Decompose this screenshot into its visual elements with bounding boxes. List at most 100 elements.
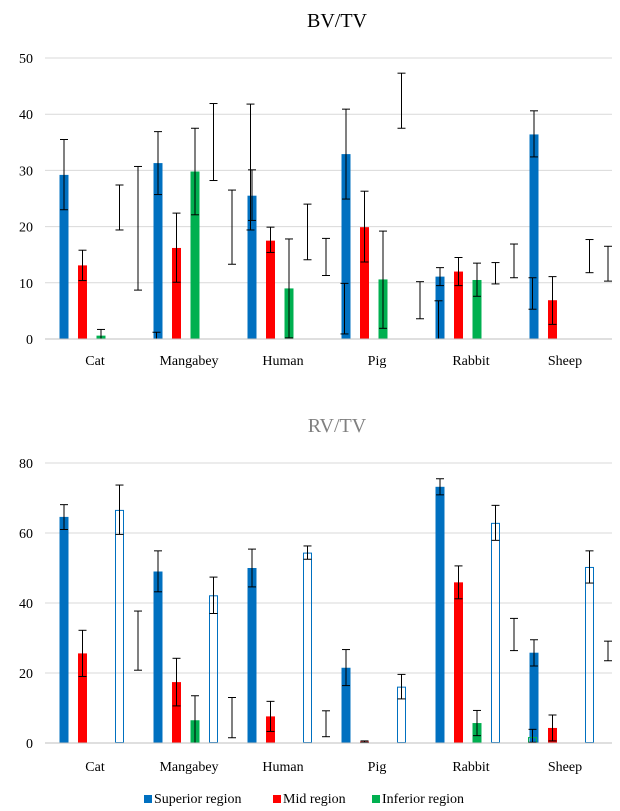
bar-cat-mid	[78, 265, 87, 339]
bar-cat-superior	[59, 174, 69, 339]
x-tick-label-pig: Pig	[368, 354, 387, 369]
y-tick-label: 20	[19, 221, 33, 236]
x-tick-label-mangabey: Mangabey	[159, 760, 218, 775]
bar-human-mid	[266, 240, 275, 339]
bar-cat-mid	[78, 653, 87, 743]
y-tick-label: 40	[19, 597, 33, 612]
error-bar	[134, 165, 142, 291]
x-tick-label-human: Human	[262, 760, 303, 775]
error-bar	[530, 639, 538, 667]
outline-bar-mangabey-superior	[209, 595, 218, 743]
error-bar	[436, 478, 444, 496]
bar-mangabey-superior	[153, 163, 163, 339]
x-tick-label-human: Human	[262, 354, 303, 369]
error-bar	[436, 267, 444, 287]
error-bar	[548, 714, 557, 742]
x-tick-label-cat: Cat	[85, 760, 105, 775]
y-tick-label: 60	[19, 527, 33, 542]
error-bar	[340, 282, 349, 335]
error-bar	[528, 277, 537, 310]
error-bar	[473, 709, 481, 737]
error-bar	[491, 262, 500, 285]
y-tick-label: 20	[19, 667, 33, 682]
error-bar	[397, 673, 406, 700]
legend-swatch-inferior	[372, 795, 380, 803]
error-bar	[528, 728, 537, 743]
y-tick-label: 10	[19, 277, 33, 292]
x-tick-label-rabbit: Rabbit	[452, 354, 489, 369]
y-tick-label: 0	[26, 333, 33, 348]
error-bar	[209, 103, 218, 182]
error-bar	[266, 700, 275, 732]
error-bar	[78, 249, 87, 282]
bar-pig-superior	[341, 154, 351, 339]
y-tick-label: 30	[19, 164, 33, 179]
legend-label-mid: Mid region	[283, 792, 346, 807]
error-bar	[228, 697, 236, 739]
error-bar	[285, 238, 293, 339]
y-tick-label: 50	[19, 52, 33, 67]
bar-mangabey-superior	[153, 571, 163, 743]
error-bar	[473, 262, 481, 297]
bar-human-superior	[247, 568, 257, 743]
bar-cat-superior	[59, 516, 69, 743]
bar-rabbit-mid	[454, 582, 463, 743]
legend-swatch-mid	[273, 795, 281, 803]
x-tick-label-cat: Cat	[85, 354, 105, 369]
error-bar	[530, 110, 538, 158]
error-bar	[248, 548, 256, 588]
legend-swatch-superior	[144, 795, 152, 803]
error-bar	[397, 72, 406, 129]
error-bar	[491, 504, 500, 541]
y-tick-label: 80	[19, 457, 33, 472]
error-bar	[60, 138, 68, 211]
error-bar	[154, 131, 162, 196]
outline-bar-cat-superior	[115, 509, 124, 743]
bar-mangabey-mid	[172, 682, 181, 743]
bar-mangabey-mid	[172, 247, 181, 339]
error-bar	[115, 184, 124, 231]
error-bar	[134, 610, 142, 671]
error-bar	[248, 169, 256, 221]
error-bar	[191, 127, 199, 216]
error-bar	[454, 257, 463, 287]
error-bar	[172, 657, 181, 707]
error-bar	[454, 565, 463, 600]
error-bar	[303, 545, 312, 560]
error-bar	[548, 276, 557, 325]
error-bar	[246, 103, 255, 231]
legend-label-inferior: Inferior region	[382, 792, 464, 807]
error-bar	[342, 108, 350, 200]
bar-human-superior	[247, 195, 257, 339]
error-bar	[266, 226, 275, 253]
x-tick-label-sheep: Sheep	[548, 760, 582, 775]
rv-tv-chart: 0 20 40 60 80 Cat Mangabey Human Pig Rabbit Sheep	[19, 457, 612, 775]
y-tick-label: 40	[19, 108, 33, 123]
error-bar	[154, 550, 162, 593]
x-tick-label-rabbit: Rabbit	[452, 760, 489, 775]
bar-pig-mid	[360, 227, 369, 339]
error-bar	[510, 617, 518, 652]
error-bar	[209, 576, 218, 614]
error-bar	[322, 710, 330, 738]
bar-pig-superior	[341, 667, 351, 743]
error-bar	[604, 245, 612, 282]
bar-rabbit-inferior	[472, 279, 482, 339]
error-bar	[604, 640, 612, 662]
error-bar	[379, 230, 387, 329]
y-tick-label: 0	[26, 737, 33, 752]
legend: Superior region Mid region Inferior regi…	[144, 792, 464, 807]
bv-tv-chart: 0 10 20 30 40 50 Cat Mangabey Human Pig Rabbit Shee…	[19, 52, 612, 369]
x-tick-label-pig: Pig	[368, 760, 387, 775]
error-bar	[322, 237, 330, 276]
error-bar	[228, 189, 236, 265]
outline-bar-sheep-superior	[585, 566, 594, 744]
error-bar	[360, 740, 369, 743]
x-tick-label-mangabey: Mangabey	[159, 354, 218, 369]
error-bar	[172, 212, 181, 283]
error-bar	[585, 550, 594, 584]
error-bar	[342, 649, 350, 687]
bar-rabbit-superior	[435, 486, 445, 743]
bar-rabbit-mid	[454, 271, 463, 339]
